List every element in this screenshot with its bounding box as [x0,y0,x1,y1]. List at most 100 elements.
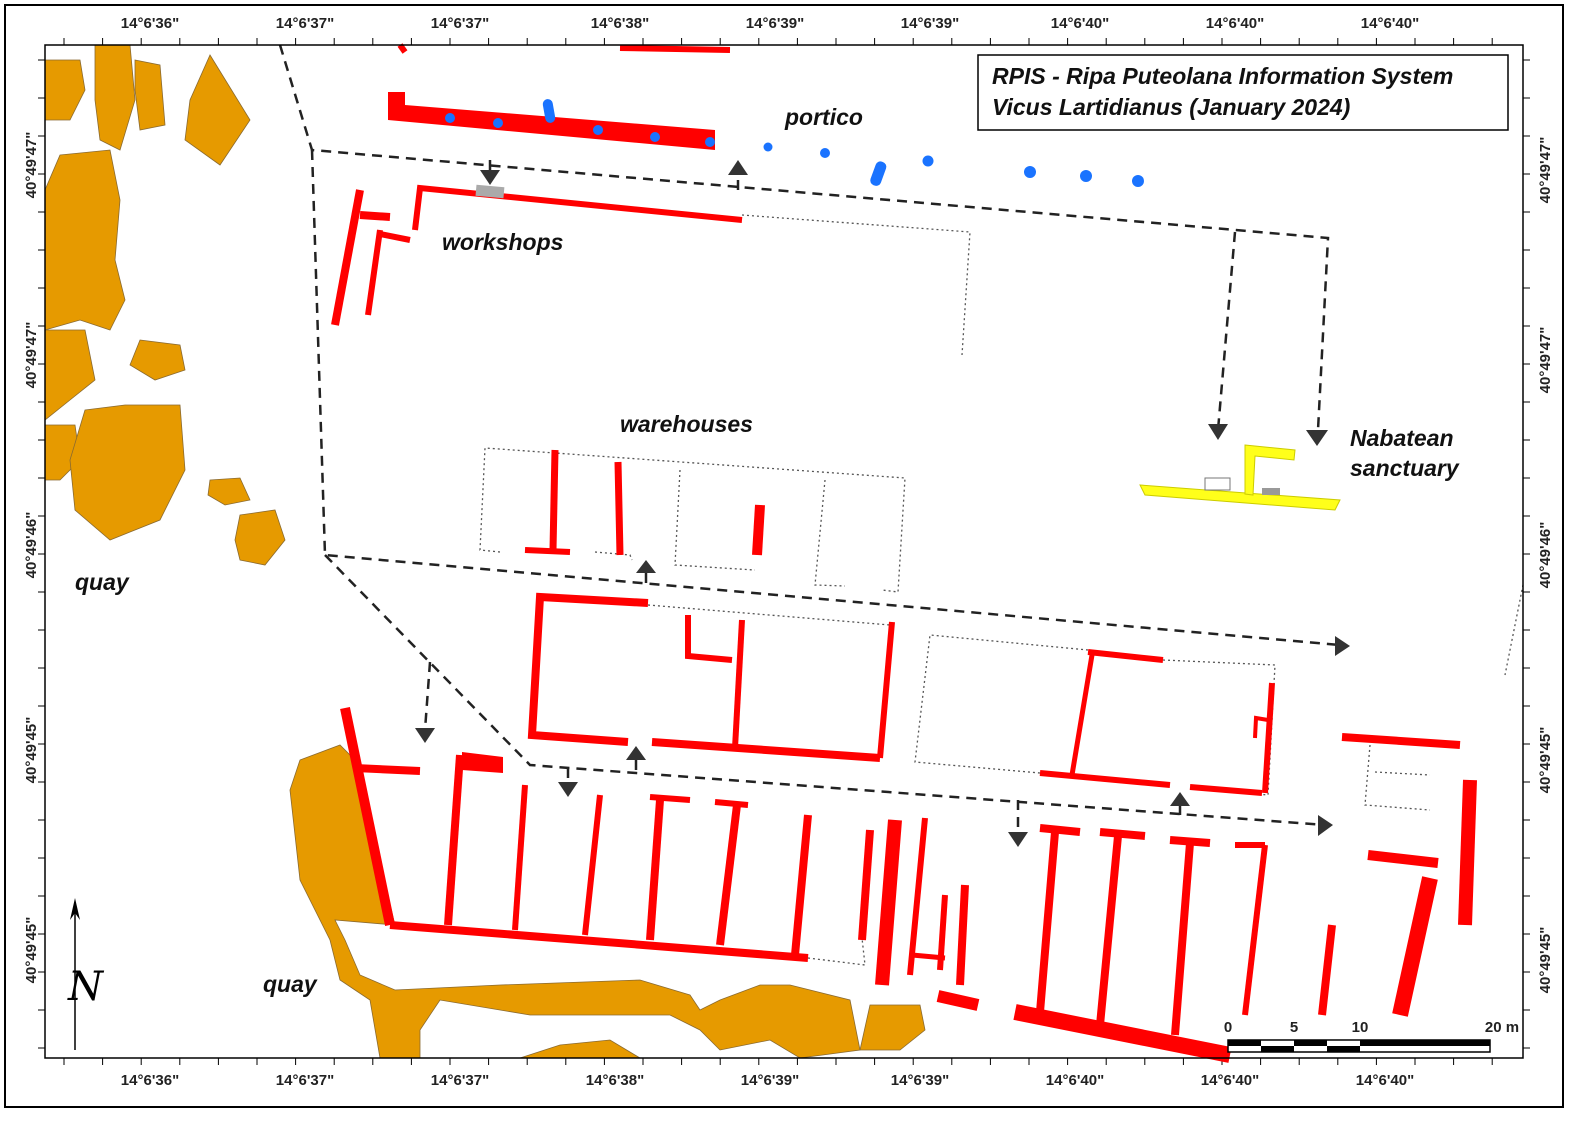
portico-columns-part [820,148,830,158]
place-label: portico [784,104,863,130]
portico-columns-part [542,99,556,123]
title-box: RPIS - Ripa Puteolana Information System… [977,54,1509,131]
dashed-arrows-part-part [626,746,646,760]
north-label: N [67,964,105,1010]
walls-part [389,921,809,962]
walls-part [444,754,464,926]
walls-part [582,794,603,936]
coord-label: 14°6'39" [741,1072,799,1089]
dashed-arrows-part-part [558,782,578,797]
coord-label: 40°49'47" [23,132,40,199]
walls-part [512,784,528,931]
coord-label: 40°49'45" [1537,727,1554,794]
walls-part [524,547,571,555]
coord-label: 40°49'46" [1537,522,1554,589]
map-frame [44,44,1524,1059]
dotted-outlines-part [1374,771,1431,776]
place-label: warehouses [620,411,753,437]
dashed-arrows-part-part [1335,636,1350,656]
dashed-arrows-part [324,554,1326,827]
walls-part [1318,924,1336,1016]
walls-part [956,884,969,986]
dotted-outlines-part [674,469,756,571]
dashed-arrows-part [423,661,432,731]
walls-part [331,189,364,326]
walls-part [1458,779,1477,926]
scale-label: 5 [1290,1019,1298,1036]
dotted-outlines-part [1364,744,1431,811]
coord-label: 14°6'37" [276,15,334,32]
walls-part [549,449,559,551]
north-arrow-part [70,898,80,920]
coord-label: 14°6'40" [1356,1072,1414,1089]
coord-label: 14°6'37" [431,1072,489,1089]
walls-part [527,592,649,746]
dashed-arrows-part-part [480,170,500,185]
quay-rocks-part [207,477,251,506]
walls-part [1392,876,1438,1017]
portico-columns-part [1132,175,1144,187]
walls-part [365,229,383,316]
walls-part [936,990,980,1011]
dotted-outlines-part [814,479,846,587]
coord-label: 40°49'47" [23,322,40,389]
scale-label: 20 m [1485,1019,1519,1036]
coord-label: 40°49'47" [1537,137,1554,204]
scale-bar-part [1360,1040,1490,1046]
place-label: sanctuary [1350,455,1460,481]
walls-part [619,45,731,53]
quay-rocks-part [234,509,286,566]
walls-part [340,706,395,927]
walls-part [911,952,946,961]
place-label: quay [263,971,318,997]
walls-part [858,829,874,941]
walls-part [1039,770,1171,788]
sanctuary-plan-part [1244,444,1296,496]
scale-label: 10 [1352,1019,1369,1036]
dashed-arrows-part-part [728,160,748,175]
walls-part [907,817,928,976]
portico-columns-part [1080,170,1092,182]
walls-part [1087,649,1164,663]
walls-part [1039,824,1081,836]
walls-part [379,231,411,243]
quay-rocks-part [859,1004,926,1051]
coord-label: 14°6'38" [586,1072,644,1089]
walls-part [1367,850,1439,868]
quay-rocks-part [69,404,186,541]
walls-part [614,461,624,556]
walls-part [875,819,902,986]
coord-label: 14°6'39" [891,1072,949,1089]
sanctuary-plan-part [1262,488,1280,495]
dashed-arrows-part-part [415,728,435,743]
walls-part [685,615,733,663]
walls-part [1189,784,1263,796]
title-box-part [977,54,1509,131]
walls-part [354,764,421,775]
dashed-arrows-part [278,44,1330,431]
scale-bar-part [1261,1046,1294,1052]
portico-columns-part [593,125,603,135]
dashed-arrows-part-part [1008,832,1028,847]
portico-columns-part [763,142,773,152]
coord-label: 14°6'40" [1201,1072,1259,1089]
sanctuary-plan-part [1204,477,1231,491]
walls-part [1013,1004,1232,1063]
coord-label: 14°6'38" [591,15,649,32]
walls-part [716,804,741,946]
portico-columns-part [705,137,715,147]
title-line: Vicus Lartidianus (January 2024) [992,94,1350,120]
portico-columns-part [1024,166,1036,178]
scale-bar-part [1228,1040,1261,1046]
walls-part [646,799,664,941]
coord-label: 14°6'39" [901,15,959,32]
walls-part [1262,682,1275,794]
walls-part [1099,828,1146,840]
walls-part [397,43,408,54]
portico-columns-part [922,155,934,167]
title-line: RPIS - Ripa Puteolana Information System [992,63,1453,89]
walls-part [1069,654,1095,776]
walls-part [732,619,745,749]
dotted-outlines-part [741,214,971,356]
